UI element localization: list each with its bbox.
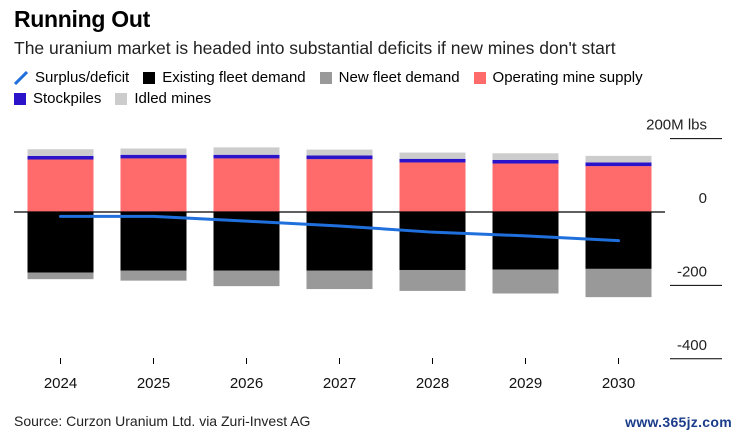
bar-new-fleet-demand: [306, 270, 373, 290]
legend-swatch: [473, 71, 486, 84]
legend-item-existing-fleet: Existing fleet demand: [143, 69, 306, 86]
watermark: www.365jz.com: [625, 414, 732, 430]
legend-label: Operating mine supply: [492, 69, 643, 86]
bar-stockpiles: [399, 158, 466, 163]
bar-new-fleet-demand: [399, 269, 466, 291]
legend-label: Existing fleet demand: [162, 69, 306, 86]
legend-row-2: Stockpiles Idled mines: [14, 88, 734, 109]
bar-operating-mine-supply: [27, 159, 94, 212]
bar-idled-mines: [492, 153, 559, 160]
legend-swatch: [14, 92, 26, 105]
bar-idled-mines: [585, 155, 652, 163]
bar-stockpiles: [27, 155, 94, 160]
bar-existing-fleet-demand: [27, 212, 94, 273]
x-tick-label: 2029: [509, 375, 542, 392]
x-tick-label: 2027: [323, 375, 356, 392]
bar-stockpiles: [213, 154, 280, 159]
legend-swatch: [115, 92, 128, 105]
x-tick-label: 2026: [230, 375, 263, 392]
bar-stockpiles: [306, 155, 373, 160]
legend-item-surplus-deficit: Surplus/deficit: [14, 69, 129, 86]
line-swatch-icon: [14, 70, 28, 85]
legend-item-stockpiles: Stockpiles: [14, 90, 101, 107]
bar-operating-mine-supply: [492, 163, 559, 212]
bar-idled-mines: [120, 148, 187, 155]
x-tick-label: 2025: [137, 375, 170, 392]
bar-new-fleet-demand: [492, 269, 559, 294]
legend: Surplus/deficit Existing fleet demand Ne…: [14, 67, 734, 109]
bar-operating-mine-supply: [213, 158, 280, 212]
bar-idled-mines: [399, 152, 466, 159]
legend-swatch: [319, 71, 332, 84]
bar-new-fleet-demand: [120, 270, 187, 281]
y-tick-label: -400: [677, 337, 707, 354]
bar-existing-fleet-demand: [399, 212, 466, 270]
legend-label: New fleet demand: [338, 69, 460, 86]
legend-swatch: [143, 71, 156, 84]
legend-row-1: Surplus/deficit Existing fleet demand Ne…: [14, 67, 734, 88]
bar-operating-mine-supply: [306, 159, 373, 212]
source-note: Source: Curzon Uranium Ltd. via Zuri-Inv…: [14, 413, 311, 429]
bar-idled-mines: [27, 149, 94, 156]
bar-new-fleet-demand: [585, 268, 652, 298]
y-tick-label: 200M lbs: [646, 117, 707, 134]
bar-new-fleet-demand: [213, 270, 280, 287]
chart-subtitle: The uranium market is headed into substa…: [14, 38, 616, 58]
legend-label: Idled mines: [134, 90, 212, 107]
legend-item-operating-mine: Operating mine supply: [473, 69, 643, 86]
bar-stockpiles: [120, 154, 187, 159]
legend-item-new-fleet: New fleet demand: [319, 69, 460, 86]
bar-idled-mines: [213, 147, 280, 155]
y-tick-label: -200: [677, 263, 707, 280]
bar-operating-mine-supply: [120, 158, 187, 212]
bar-stockpiles: [585, 162, 652, 167]
legend-label: Stockpiles: [33, 90, 102, 107]
x-tick-label: 2028: [416, 375, 449, 392]
bar-existing-fleet-demand: [492, 212, 559, 270]
bar-idled-mines: [306, 149, 373, 156]
legend-item-idled-mines: Idled mines: [115, 90, 211, 107]
bar-new-fleet-demand: [27, 272, 94, 280]
bar-existing-fleet-demand: [306, 212, 373, 271]
bar-operating-mine-supply: [585, 166, 652, 212]
x-tick-label: 2024: [44, 375, 77, 392]
bar-existing-fleet-demand: [120, 212, 187, 271]
y-tick-label: 0: [699, 190, 707, 207]
chart-title: Running Out: [14, 6, 150, 32]
x-tick-label: 2030: [602, 375, 635, 392]
bar-stockpiles: [492, 159, 559, 164]
series-line-surplus-deficit: [59, 214, 620, 243]
legend-label: Surplus/deficit: [35, 69, 130, 86]
bar-operating-mine-supply: [399, 162, 466, 212]
